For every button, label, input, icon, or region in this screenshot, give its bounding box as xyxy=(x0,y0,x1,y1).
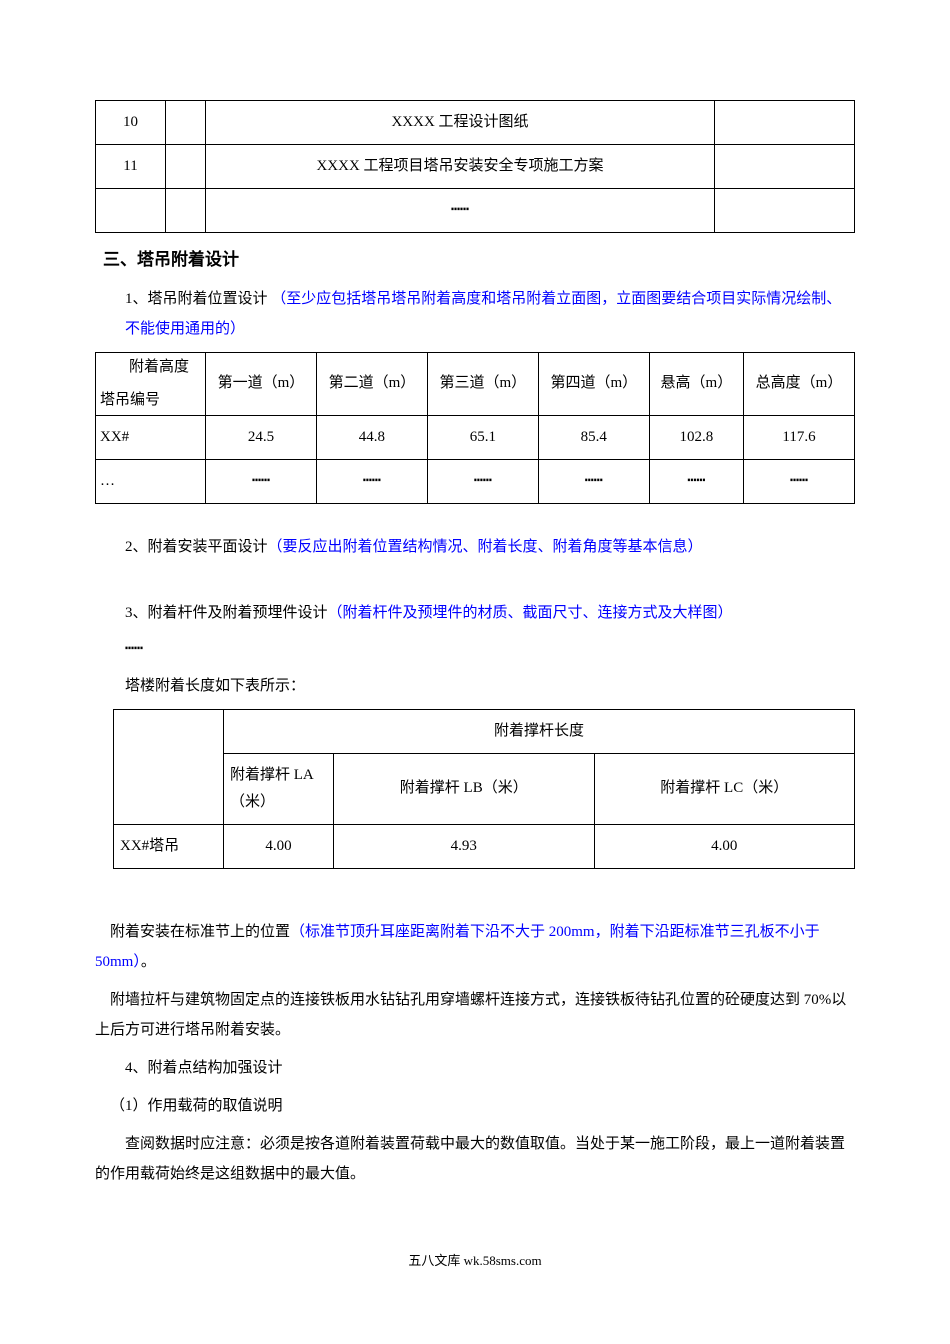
cell-value: 44.8 xyxy=(316,415,427,459)
attachment-height-table: 附着高度 塔吊编号 第一道（m） 第二道（m） 第三道（m） 第四道（m） 悬高… xyxy=(95,352,855,504)
col-header: 第一道（m） xyxy=(206,352,317,415)
strut-length-table: 附着撑杆长度 附着撑杆 LA（米） 附着撑杆 LB（米） 附着撑杆 LC（米） … xyxy=(113,709,855,869)
doc-name: XXXX 工程设计图纸 xyxy=(206,101,715,145)
row-label: … xyxy=(96,459,206,503)
section-heading-3: 三、塔吊附着设计 xyxy=(95,245,855,276)
blank-cell xyxy=(166,189,206,233)
col-header: 第四道（m） xyxy=(538,352,649,415)
col-header: 悬高（m） xyxy=(649,352,743,415)
row-number xyxy=(96,189,166,233)
cell-value: 4.93 xyxy=(334,824,595,868)
blank-cell xyxy=(166,145,206,189)
table-row: XX# 24.5 44.8 65.1 85.4 102.8 117.6 xyxy=(96,415,855,459)
cell-value: 65.1 xyxy=(427,415,538,459)
col-header: 第三道（m） xyxy=(427,352,538,415)
row-number: 10 xyxy=(96,101,166,145)
col-header: 附着撑杆 LB（米） xyxy=(334,753,595,824)
reference-docs-table: 10 XXXX 工程设计图纸 11 XXXX 工程项目塔吊安装安全专项施工方案 … xyxy=(95,100,855,233)
paragraph-4: 塔楼附着长度如下表所示： xyxy=(95,671,855,701)
blank-cell xyxy=(715,145,855,189)
row-label: XX# xyxy=(96,415,206,459)
col-header: 附着撑杆 LC（米） xyxy=(594,753,855,824)
table-subheader-row: 附着撑杆 LA（米） 附着撑杆 LB（米） 附着撑杆 LC（米） xyxy=(114,753,855,824)
page-footer: 五八文库 wk.58sms.com xyxy=(95,1249,855,1272)
paragraph-3: 3、附着杆件及附着预埋件设计（附着杆件及预埋件的材质、截面尺寸、连接方式及大样图… xyxy=(95,598,855,628)
para-text: 附着安装在标准节上的位置 xyxy=(110,924,290,940)
diag-bottom-label: 塔吊编号 xyxy=(100,378,197,411)
paragraph-6: 附墙拉杆与建筑物固定点的连接铁板用水钻钻孔用穿墙螺杆连接方式，连接铁板待钻孔位置… xyxy=(95,985,855,1045)
paragraph-1: 1、塔吊附着位置设计 （至少应包括塔吊塔吊附着高度和塔吊附着立面图，立面图要结合… xyxy=(95,284,855,344)
para-note-blue: （要反应出附着位置结构情况、附着长度、附着角度等基本信息） xyxy=(268,539,703,555)
cell-value: 117.6 xyxy=(744,415,855,459)
diagonal-header-cell: 附着高度 塔吊编号 xyxy=(96,352,206,415)
table-row: XX#塔吊 4.00 4.93 4.00 xyxy=(114,824,855,868)
paragraph-8: （1）作用载荷的取值说明 xyxy=(95,1091,855,1121)
row-number: 11 xyxy=(96,145,166,189)
table-row: 11 XXXX 工程项目塔吊安装安全专项施工方案 xyxy=(96,145,855,189)
cell-value: 4.00 xyxy=(594,824,855,868)
paragraph-9: 查阅数据时应注意：必须是按各道附着装置荷载中最大的数值取值。当处于某一施工阶段，… xyxy=(95,1129,855,1189)
cell-value: ┅┅ xyxy=(744,459,855,503)
col-header: 附着撑杆 LA（米） xyxy=(224,753,334,824)
cell-value: 102.8 xyxy=(649,415,743,459)
para-text: 3、附着杆件及附着预埋件设计 xyxy=(125,605,328,621)
table-header-row: 附着撑杆长度 xyxy=(114,709,855,753)
merged-header: 附着撑杆长度 xyxy=(224,709,855,753)
ellipsis-text: ┅┅ xyxy=(95,636,855,663)
blank-cell xyxy=(166,101,206,145)
doc-name: ┅┅ xyxy=(206,189,715,233)
doc-name: XXXX 工程项目塔吊安装安全专项施工方案 xyxy=(206,145,715,189)
paragraph-7: 4、附着点结构加强设计 xyxy=(95,1053,855,1083)
col-header: 总高度（m） xyxy=(744,352,855,415)
row-label: XX#塔吊 xyxy=(114,824,224,868)
col-header: 第二道（m） xyxy=(316,352,427,415)
cell-value: 85.4 xyxy=(538,415,649,459)
blank-cell xyxy=(715,189,855,233)
cell-value: ┅┅ xyxy=(649,459,743,503)
para-text: 1、塔吊附着位置设计 xyxy=(125,291,268,307)
cell-value: ┅┅ xyxy=(427,459,538,503)
paragraph-5: 附着安装在标准节上的位置（标准节顶升耳座距离附着下沿不大于 200mm，附着下沿… xyxy=(95,917,855,977)
cell-value: 4.00 xyxy=(224,824,334,868)
cell-value: ┅┅ xyxy=(538,459,649,503)
diag-top-label: 附着高度 xyxy=(100,357,197,378)
cell-value: ┅┅ xyxy=(316,459,427,503)
paragraph-2: 2、附着安装平面设计（要反应出附着位置结构情况、附着长度、附着角度等基本信息） xyxy=(95,532,855,562)
table-row: ┅┅ xyxy=(96,189,855,233)
para-note-blue: （附着杆件及预埋件的材质、截面尺寸、连接方式及大样图） xyxy=(328,605,733,621)
table-header-row: 附着高度 塔吊编号 第一道（m） 第二道（m） 第三道（m） 第四道（m） 悬高… xyxy=(96,352,855,415)
para-text: 2、附着安装平面设计 xyxy=(125,539,268,555)
para-text: 。 xyxy=(141,954,156,970)
table-row: … ┅┅ ┅┅ ┅┅ ┅┅ ┅┅ ┅┅ xyxy=(96,459,855,503)
blank-cell xyxy=(715,101,855,145)
cell-value: ┅┅ xyxy=(206,459,317,503)
table-row: 10 XXXX 工程设计图纸 xyxy=(96,101,855,145)
cell-value: 24.5 xyxy=(206,415,317,459)
blank-header xyxy=(114,709,224,824)
